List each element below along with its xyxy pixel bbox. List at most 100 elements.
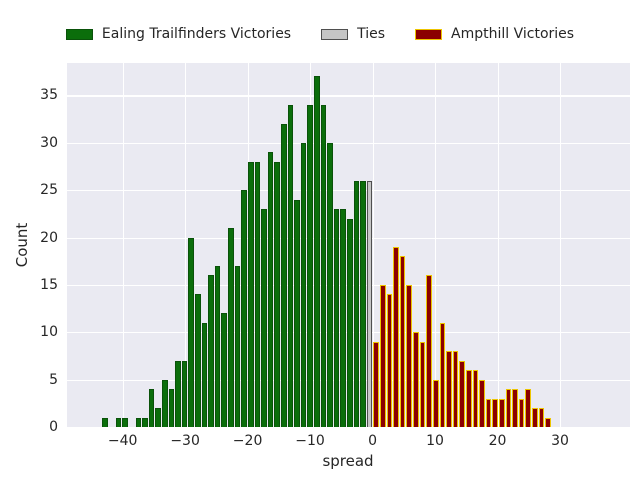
histogram-bar-red xyxy=(532,408,538,427)
histogram-bar-red xyxy=(439,322,446,427)
y-tick-label: 5 xyxy=(49,371,58,388)
histogram-bar-red xyxy=(505,389,512,427)
x-tick-label: 0 xyxy=(368,433,378,449)
y-tick-label: 10 xyxy=(40,324,58,341)
x-tick-label: 20 xyxy=(488,433,507,449)
histogram-bar-green xyxy=(340,209,347,427)
histogram-bar-green xyxy=(201,322,208,427)
histogram-bar-red xyxy=(446,351,452,427)
histogram-bar-red xyxy=(419,341,426,427)
legend-swatch-darkred xyxy=(415,28,443,40)
histogram-bar-red xyxy=(512,389,518,427)
y-tick-label: 0 xyxy=(49,419,58,435)
histogram-bar-green xyxy=(115,417,122,427)
x-tick-label: 30 xyxy=(551,433,569,449)
legend: Ealing Trailfinders Victories Ties Ampth… xyxy=(0,23,640,45)
histogram-bar-green xyxy=(135,417,142,427)
gridline-horizontal xyxy=(67,95,630,97)
x-tick-label: 10 xyxy=(426,433,444,449)
histogram-bar-green xyxy=(214,265,221,427)
histogram-bar-red xyxy=(499,398,505,427)
histogram-bar-green xyxy=(300,142,307,427)
histogram-bar-green xyxy=(122,417,128,427)
histogram-bar-green xyxy=(307,104,314,427)
histogram-bar-green xyxy=(267,152,274,427)
histogram-bar-red xyxy=(413,332,419,427)
histogram-bar-red xyxy=(426,275,432,427)
histogram-bar-red xyxy=(380,284,386,427)
histogram-bar-red xyxy=(465,370,472,427)
histogram-bar-red xyxy=(479,379,485,427)
y-tick-label: 20 xyxy=(40,229,58,246)
histogram-bar-green xyxy=(102,417,109,427)
histogram-bar-green xyxy=(155,408,161,427)
x-tick-label: −10 xyxy=(295,433,325,449)
gridline-horizontal xyxy=(67,190,630,192)
gridline-vertical xyxy=(185,63,187,427)
histogram-bar-red xyxy=(406,284,413,427)
gridline-vertical xyxy=(372,63,374,427)
gridline-horizontal xyxy=(67,427,630,429)
histogram-bar-green xyxy=(195,294,201,427)
x-tick-label: −30 xyxy=(170,433,200,449)
histogram-bar-green xyxy=(228,228,234,427)
histogram-bar-red xyxy=(393,247,399,427)
histogram-bar-red xyxy=(472,370,479,427)
histogram-bar-green xyxy=(168,389,175,427)
legend-item-ampthill: Ampthill Victories xyxy=(415,27,574,41)
y-tick-label: 30 xyxy=(40,134,58,151)
histogram-bar-red xyxy=(432,379,439,427)
histogram-bar-green xyxy=(188,237,195,427)
histogram-bar-red xyxy=(518,398,525,427)
histogram-bar-red xyxy=(545,417,551,427)
histogram-bar-green xyxy=(181,360,188,427)
y-axis-label: Count xyxy=(13,222,31,268)
histogram-bar-red xyxy=(485,398,492,427)
gridline-vertical xyxy=(122,63,124,427)
y-tick-label: 15 xyxy=(40,276,58,293)
histogram-bar-green xyxy=(234,265,241,427)
histogram-bar-green xyxy=(148,389,155,427)
histogram-bar-green xyxy=(142,417,148,427)
histogram-bar-green xyxy=(294,199,300,427)
histogram-bar-green xyxy=(360,180,366,427)
x-tick-label: −40 xyxy=(107,433,138,449)
histogram-bar-red xyxy=(452,351,459,427)
legend-label-ealing: Ealing Trailfinders Victories xyxy=(101,26,292,42)
histogram-bar-green xyxy=(274,161,280,427)
histogram-bar-green xyxy=(347,218,353,427)
gridline-horizontal xyxy=(67,142,630,144)
histogram-bar-green xyxy=(280,123,287,427)
histogram-bar-tie xyxy=(366,180,373,427)
histogram-bar-green xyxy=(287,104,294,427)
legend-item-ties: Ties xyxy=(321,27,385,41)
histogram-bar-green xyxy=(247,161,254,427)
histogram-bar-green xyxy=(261,209,267,427)
histogram-bar-green xyxy=(241,190,247,427)
plot-area xyxy=(67,63,630,429)
histogram-bar-green xyxy=(327,142,333,427)
y-tick-label: 35 xyxy=(40,87,58,104)
y-tick-label: 25 xyxy=(40,182,58,199)
legend-label-ampthill: Ampthill Victories xyxy=(451,26,575,42)
gridline-vertical xyxy=(560,63,562,427)
x-tick-label: −20 xyxy=(232,433,263,449)
histogram-bar-green xyxy=(353,180,360,427)
histogram-bar-green xyxy=(254,161,261,427)
histogram-bar-green xyxy=(221,313,228,427)
histogram-bar-red xyxy=(538,408,545,427)
histogram-bar-red xyxy=(525,389,532,427)
histogram-bar-red xyxy=(492,398,499,427)
histogram-bar-green xyxy=(161,379,168,427)
legend-swatch-green xyxy=(65,28,93,40)
gridline-vertical xyxy=(497,63,499,427)
gridline-vertical xyxy=(435,63,437,427)
histogram-bar-green xyxy=(333,209,340,427)
histogram-bar-red xyxy=(399,256,406,427)
legend-swatch-gray xyxy=(321,28,349,40)
legend-label-ties: Ties xyxy=(357,26,386,42)
histogram-bar-red xyxy=(459,360,465,427)
histogram-bar-green xyxy=(208,275,214,427)
histogram-bar-green xyxy=(314,76,320,427)
